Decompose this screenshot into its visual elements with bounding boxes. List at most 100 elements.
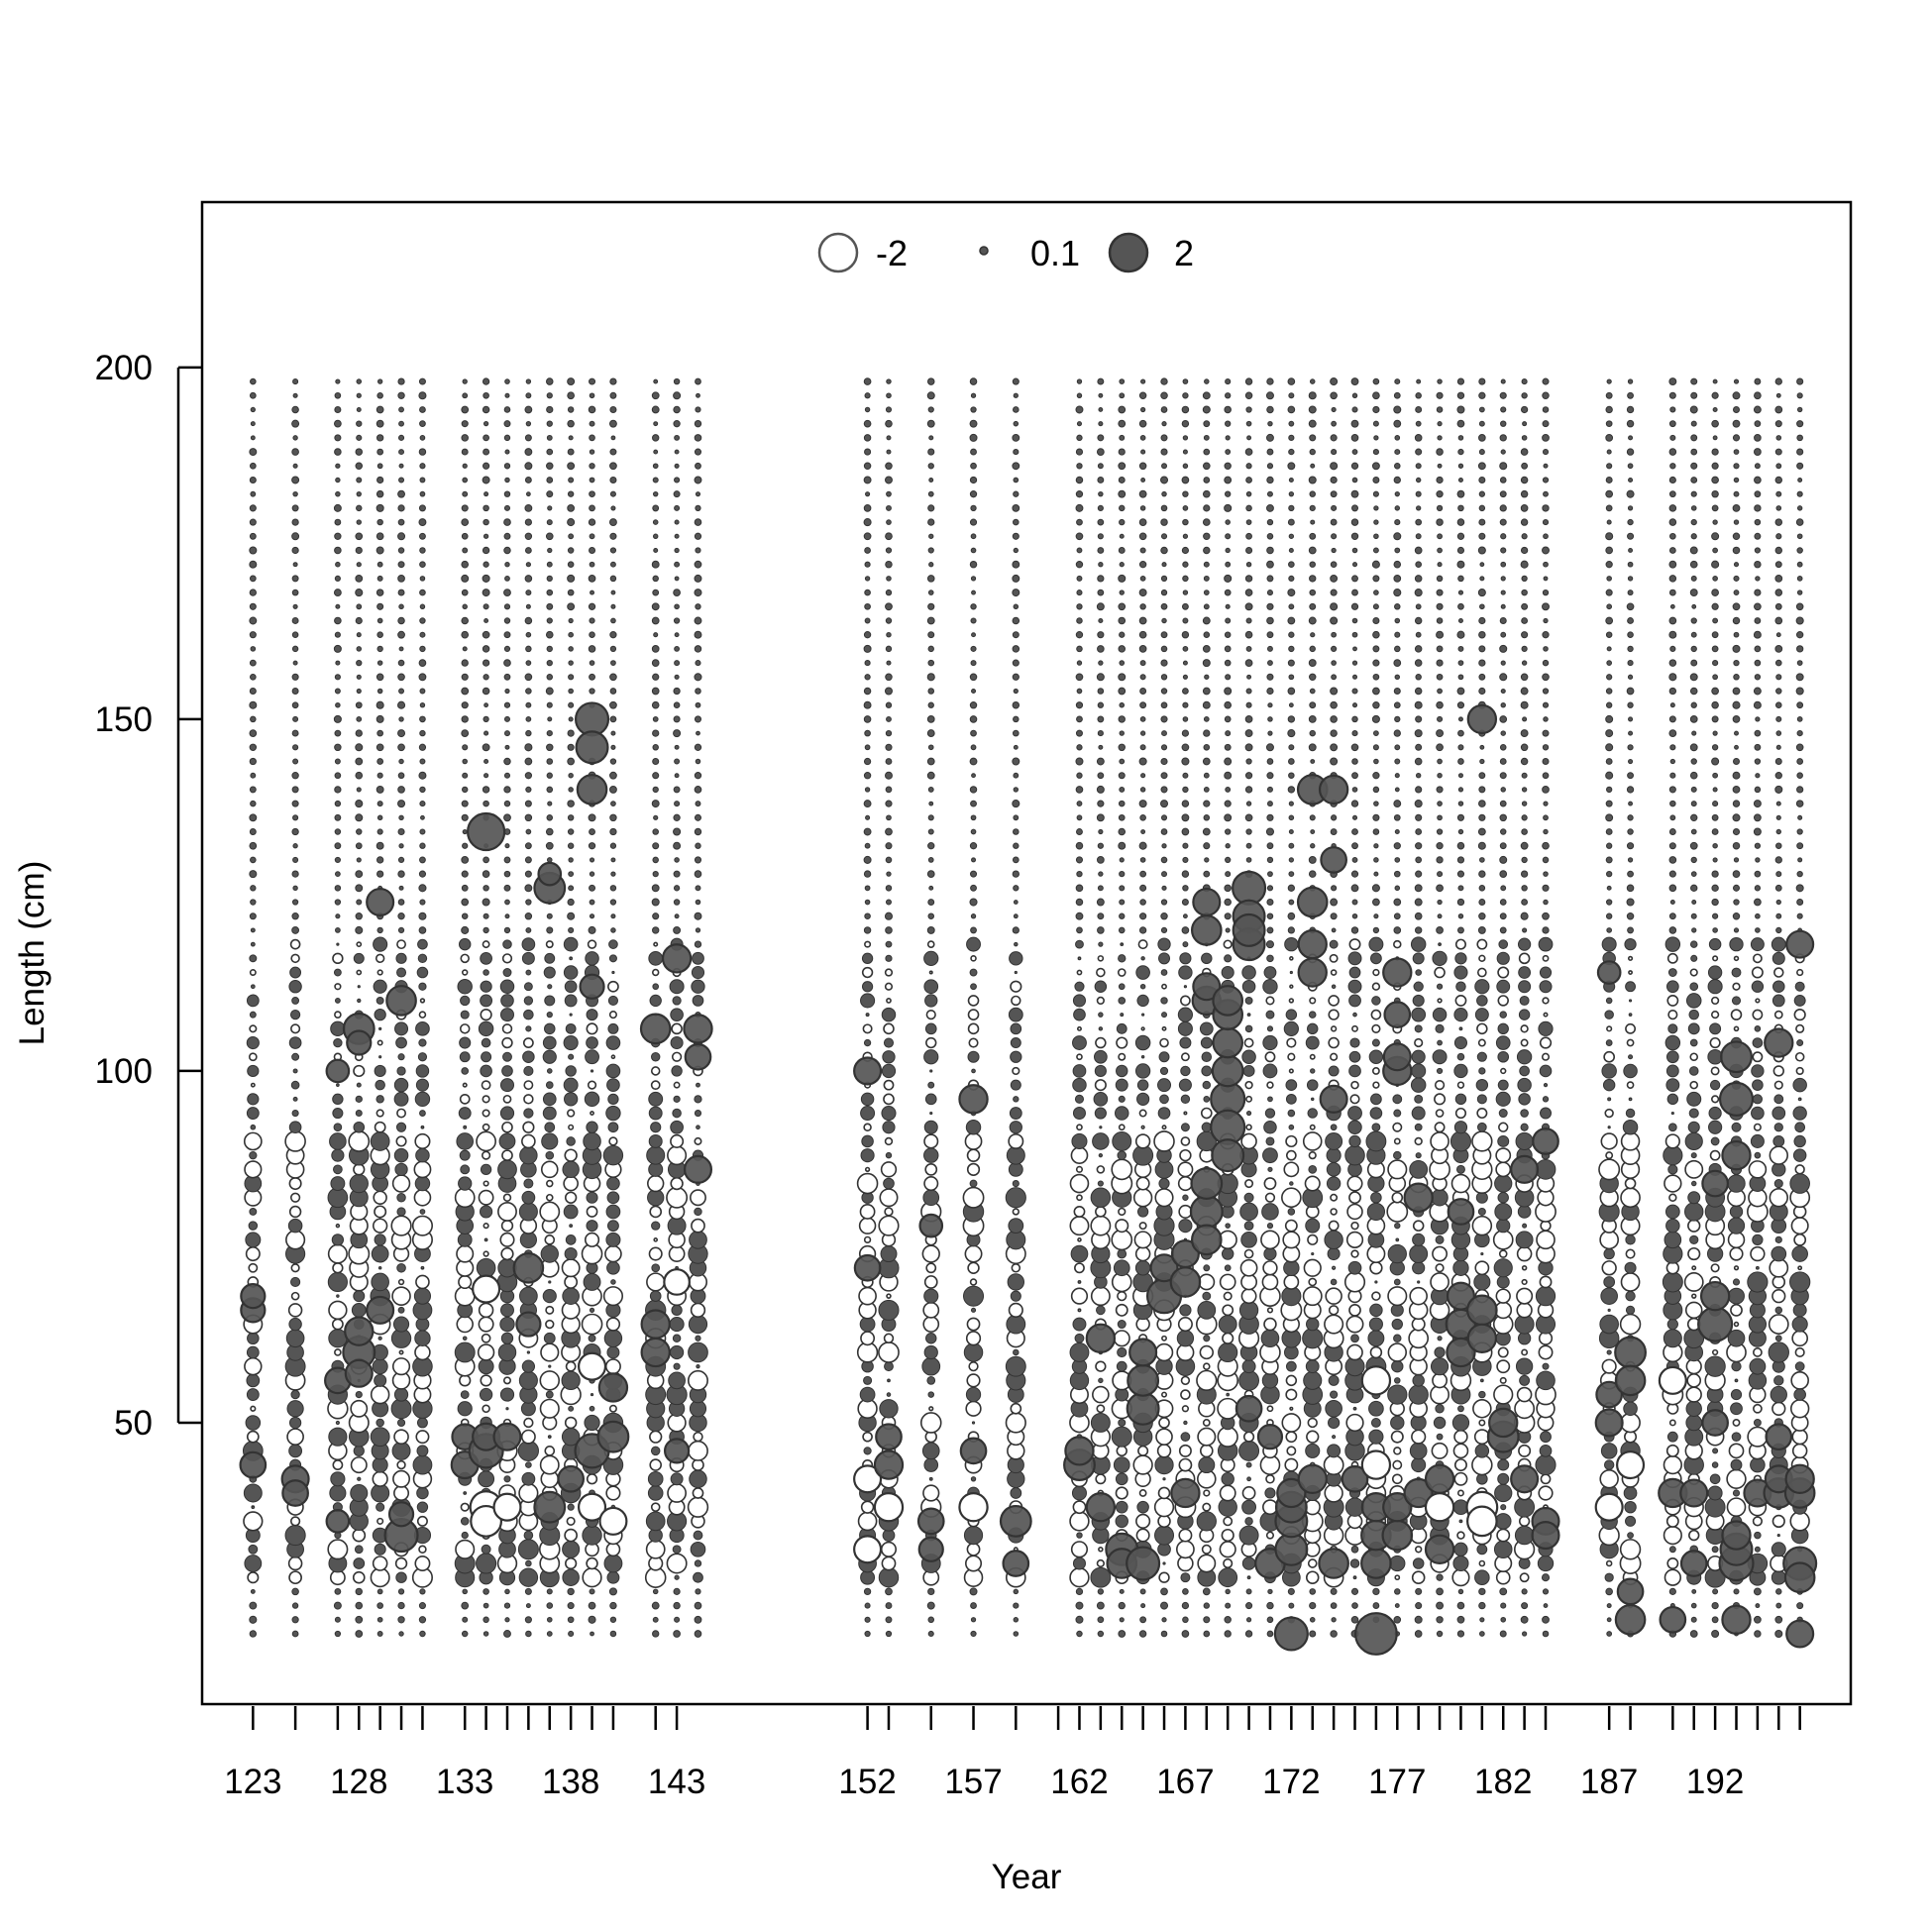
bubble	[1136, 1092, 1150, 1106]
bubble	[1181, 827, 1190, 836]
bubble	[674, 533, 680, 539]
bubble	[1351, 1602, 1358, 1609]
bubble	[525, 969, 532, 976]
bubble	[1097, 688, 1105, 695]
bubble	[397, 899, 405, 906]
bubble	[1013, 913, 1019, 919]
bubble	[1266, 842, 1274, 850]
bubble	[1225, 674, 1232, 681]
bubble	[608, 518, 617, 527]
bubble	[925, 1036, 937, 1049]
bubble	[1415, 828, 1423, 835]
bubble	[1690, 448, 1698, 456]
bubble	[1436, 884, 1444, 893]
bubble-highlight	[1256, 1424, 1284, 1450]
bubble	[1328, 1036, 1340, 1049]
bubble	[483, 518, 489, 526]
bubble	[1309, 814, 1316, 821]
bubble	[1349, 1558, 1360, 1568]
bubble	[355, 743, 364, 752]
bubble	[1775, 926, 1782, 934]
bubble	[1412, 952, 1425, 965]
bubble	[688, 1440, 708, 1461]
bubble	[290, 1276, 301, 1288]
bubble	[1200, 1107, 1213, 1120]
bubble	[391, 1441, 411, 1460]
bubble	[248, 1052, 258, 1062]
bubble	[329, 1484, 347, 1502]
bubble-highlight	[1318, 774, 1349, 805]
bubble	[1415, 743, 1423, 751]
bubble	[356, 659, 363, 667]
bubble	[1707, 979, 1723, 995]
bubble	[1075, 631, 1084, 639]
bubble	[483, 758, 489, 765]
bubble	[393, 1091, 409, 1107]
bubble	[1308, 546, 1317, 555]
bubble	[1494, 1203, 1513, 1221]
bubble	[1289, 956, 1294, 961]
bubble	[674, 576, 680, 582]
bubble	[1606, 674, 1613, 681]
bubble	[590, 1631, 594, 1637]
bubble	[860, 1331, 876, 1346]
bubble	[523, 1530, 534, 1541]
bubble	[483, 773, 489, 779]
bubble	[928, 801, 934, 806]
bubble	[609, 575, 617, 583]
bubble	[1730, 1009, 1743, 1020]
bubble	[690, 1189, 706, 1207]
bubble	[1476, 1051, 1487, 1062]
bubble	[1710, 1136, 1720, 1146]
bubble	[1626, 1038, 1635, 1047]
bubble	[1437, 562, 1443, 568]
bubble	[419, 856, 426, 864]
bubble	[1514, 1525, 1535, 1546]
bubble	[1282, 1231, 1301, 1249]
bubble	[1669, 532, 1676, 540]
bubble	[1604, 1572, 1614, 1582]
bubble	[499, 1387, 515, 1402]
bubble	[1348, 1191, 1361, 1205]
bubble	[370, 1131, 390, 1151]
bubble	[885, 462, 893, 471]
bubble	[1436, 856, 1444, 864]
bubble	[1685, 1400, 1702, 1417]
bubble	[694, 1136, 702, 1145]
bubble	[523, 1094, 534, 1105]
bubble	[1076, 617, 1083, 624]
bubble	[652, 828, 659, 835]
bubble	[1752, 1009, 1764, 1020]
bubble	[250, 984, 256, 990]
bubble	[418, 1545, 427, 1555]
bubble	[1521, 533, 1528, 540]
bubble	[1543, 533, 1549, 540]
bubble	[1093, 1092, 1109, 1107]
bubble	[478, 1316, 494, 1333]
bubble	[525, 590, 532, 596]
bubble	[567, 518, 576, 527]
bubble	[418, 518, 427, 527]
bubble	[1365, 1130, 1387, 1152]
bubble	[335, 660, 341, 666]
bubble	[1263, 966, 1277, 979]
bubble	[1393, 898, 1402, 907]
bubble	[652, 477, 659, 483]
bubble	[1012, 673, 1020, 681]
bubble	[1607, 1097, 1612, 1102]
bubble	[1521, 1588, 1528, 1595]
bubble	[1796, 842, 1804, 850]
bubble	[292, 490, 298, 497]
bubble	[417, 1052, 428, 1062]
bubble	[376, 489, 384, 498]
bubble-highlight	[1296, 886, 1329, 918]
bubble	[1414, 898, 1423, 907]
bubble	[546, 772, 553, 779]
bubble	[1775, 899, 1781, 906]
bubble	[545, 827, 554, 836]
bubble	[391, 1357, 411, 1376]
bubble	[1118, 983, 1126, 991]
bubble	[1733, 631, 1740, 638]
bubble	[924, 1022, 937, 1035]
bubble	[589, 449, 595, 455]
